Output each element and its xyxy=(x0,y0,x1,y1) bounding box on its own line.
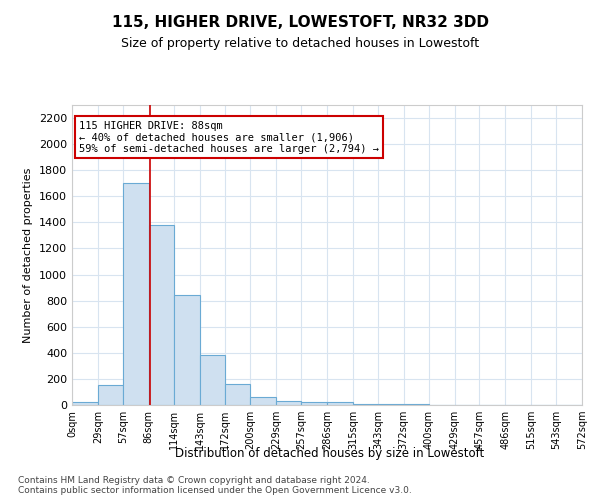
Text: 115, HIGHER DRIVE, LOWESTOFT, NR32 3DD: 115, HIGHER DRIVE, LOWESTOFT, NR32 3DD xyxy=(112,15,488,30)
Bar xyxy=(123,184,149,405)
Bar xyxy=(301,402,327,405)
Bar xyxy=(199,356,226,405)
Bar xyxy=(173,296,199,405)
Bar xyxy=(98,386,123,405)
Bar xyxy=(404,404,428,405)
Bar xyxy=(276,401,301,405)
Text: Size of property relative to detached houses in Lowestoft: Size of property relative to detached ho… xyxy=(121,38,479,51)
Y-axis label: Number of detached properties: Number of detached properties xyxy=(23,168,34,342)
Bar xyxy=(327,402,353,405)
Bar xyxy=(378,404,404,405)
Bar xyxy=(353,404,378,405)
Text: 115 HIGHER DRIVE: 88sqm
← 40% of detached houses are smaller (1,906)
59% of semi: 115 HIGHER DRIVE: 88sqm ← 40% of detache… xyxy=(79,120,379,154)
Bar xyxy=(250,397,276,405)
Text: Contains HM Land Registry data © Crown copyright and database right 2024.
Contai: Contains HM Land Registry data © Crown c… xyxy=(18,476,412,495)
Bar xyxy=(72,402,98,405)
Bar xyxy=(149,225,173,405)
Bar xyxy=(226,384,250,405)
Text: Distribution of detached houses by size in Lowestoft: Distribution of detached houses by size … xyxy=(175,448,485,460)
